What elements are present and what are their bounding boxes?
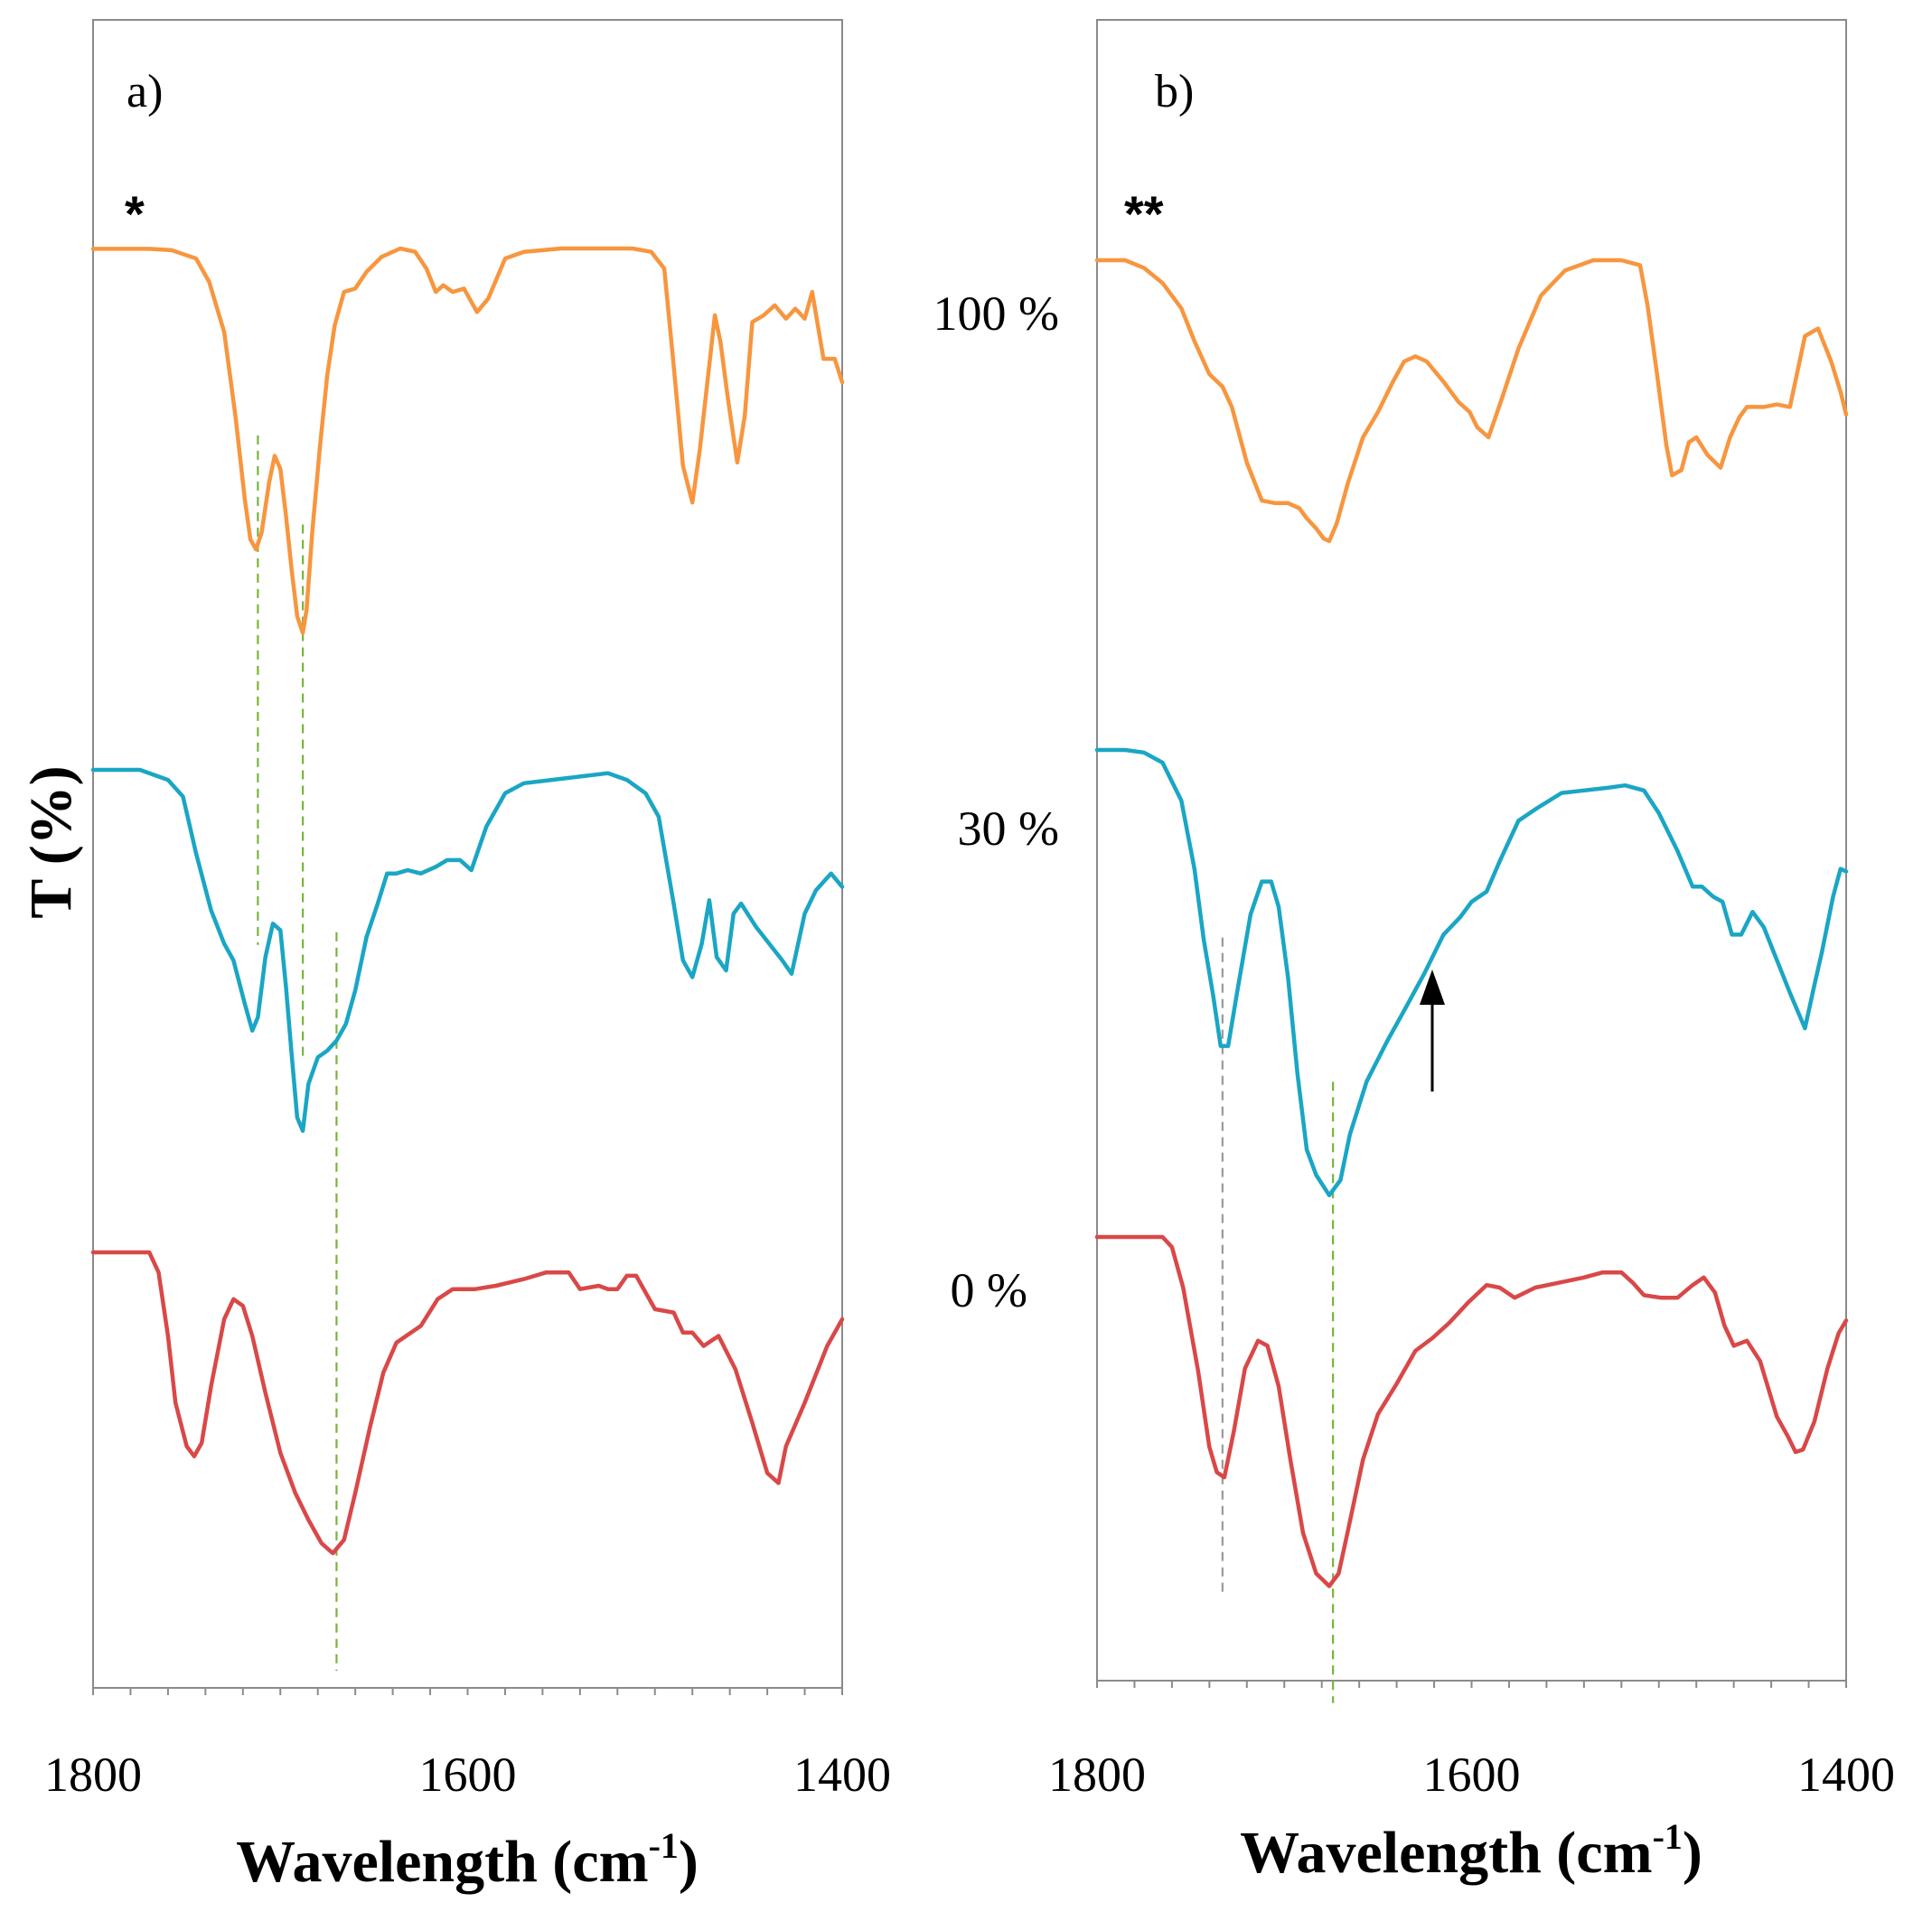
trace-30-percent (90, 767, 845, 1133)
tick-label-1400: 1400 (793, 1748, 891, 1802)
label-100-percent: 100 % (933, 286, 1059, 341)
panel-b: 1800 1600 1400 b) ** Wavelength (cm-1) (1048, 19, 1895, 1886)
panel-b-reference-lines (1221, 937, 1335, 1703)
panel-b-traces (1094, 258, 1849, 1588)
panel-a-xlabel-main: Wavelength (cm (236, 1829, 648, 1895)
tick-label-1800: 1800 (44, 1748, 142, 1802)
panel-b-marker: ** (1124, 185, 1164, 242)
tick-label-1800: 1800 (1048, 1748, 1146, 1802)
trace-100-percent (90, 246, 845, 635)
panel-b-xlabel-sup: -1 (1653, 1816, 1683, 1857)
panel-b-ticks: 1800 1600 1400 (1048, 1681, 1895, 1802)
trace-30-percent (1094, 747, 1849, 1198)
label-30-percent: 30 % (958, 801, 1059, 856)
panel-b-frame (1096, 19, 1847, 1682)
trace-0-percent (90, 1250, 845, 1556)
panel-a-xlabel-close: ) (679, 1829, 699, 1895)
panel-a-marker: * (125, 185, 145, 242)
trace-0-percent (1094, 1234, 1849, 1588)
panel-a-frame (92, 19, 843, 1689)
tick-label-1600: 1600 (1423, 1748, 1521, 1802)
panel-b-xlabel-close: ) (1683, 1820, 1702, 1886)
panel-b-xlabel-main: Wavelength (cm (1240, 1820, 1652, 1886)
tick-label-1600: 1600 (419, 1748, 517, 1802)
panel-b-x-axis-title: Wavelength (cm-1) (1240, 1816, 1702, 1886)
trace-100-percent (1094, 258, 1849, 544)
panel-a-traces (90, 246, 845, 1556)
panel-a-label: a) (127, 66, 163, 117)
panel-a-x-axis-title: Wavelength (cm-1) (236, 1825, 699, 1895)
panel-b-arrow-annotation (1419, 970, 1445, 1092)
panel-a-ticks: 1800 1600 1400 (44, 1688, 891, 1802)
panel-a-xlabel-sup: -1 (649, 1825, 679, 1866)
panel-a: 1800 1600 1400 a) * Wavelength (cm-1) (44, 19, 891, 1895)
tick-label-1400: 1400 (1797, 1748, 1895, 1802)
arrow-head (1419, 970, 1445, 1005)
panel-b-label: b) (1155, 66, 1194, 117)
label-0-percent: 0 % (951, 1263, 1027, 1317)
y-axis-title: T (%) (18, 765, 84, 918)
